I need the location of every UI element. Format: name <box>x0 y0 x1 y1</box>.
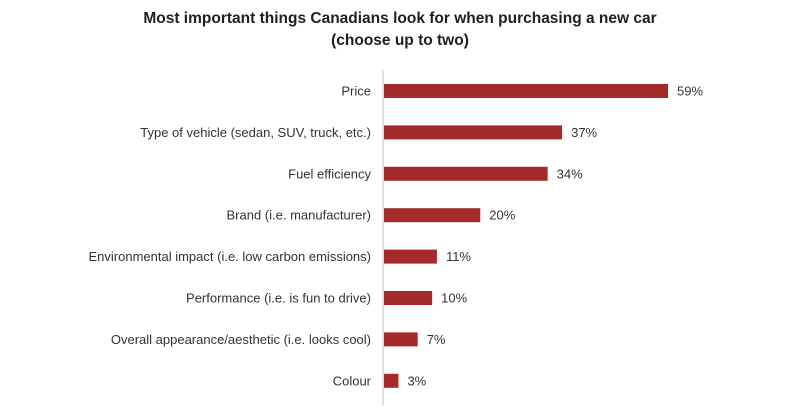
data-label: 37% <box>571 125 597 140</box>
bar <box>384 208 481 223</box>
data-label: 34% <box>557 166 583 181</box>
category-label: Performance (i.e. is fun to drive) <box>186 291 371 306</box>
data-label: 10% <box>441 291 467 306</box>
data-label: 59% <box>677 84 703 99</box>
bar <box>384 125 563 140</box>
bar <box>384 373 399 388</box>
category-label: Colour <box>333 373 372 388</box>
category-label: Brand (i.e. manufacturer) <box>226 208 371 223</box>
chart-title: Most important things Canadians look for… <box>0 8 800 52</box>
bar <box>384 166 548 181</box>
data-label: 20% <box>489 208 515 223</box>
bar <box>384 332 418 347</box>
data-label: 7% <box>427 332 446 347</box>
bar <box>384 249 437 264</box>
category-label: Overall appearance/aesthetic (i.e. looks… <box>111 332 371 347</box>
category-label: Fuel efficiency <box>288 166 371 181</box>
data-label: 3% <box>407 373 426 388</box>
bar <box>384 84 668 98</box>
data-label: 11% <box>446 249 471 264</box>
bar <box>384 291 433 305</box>
chart-title-line-1: Most important things Canadians look for… <box>143 10 657 27</box>
category-label: Price <box>341 84 371 99</box>
chart-title-line-2: (choose up to two) <box>331 32 469 49</box>
category-label: Type of vehicle (sedan, SUV, truck, etc.… <box>140 125 371 140</box>
category-label: Environmental impact (i.e. low carbon em… <box>89 249 372 264</box>
